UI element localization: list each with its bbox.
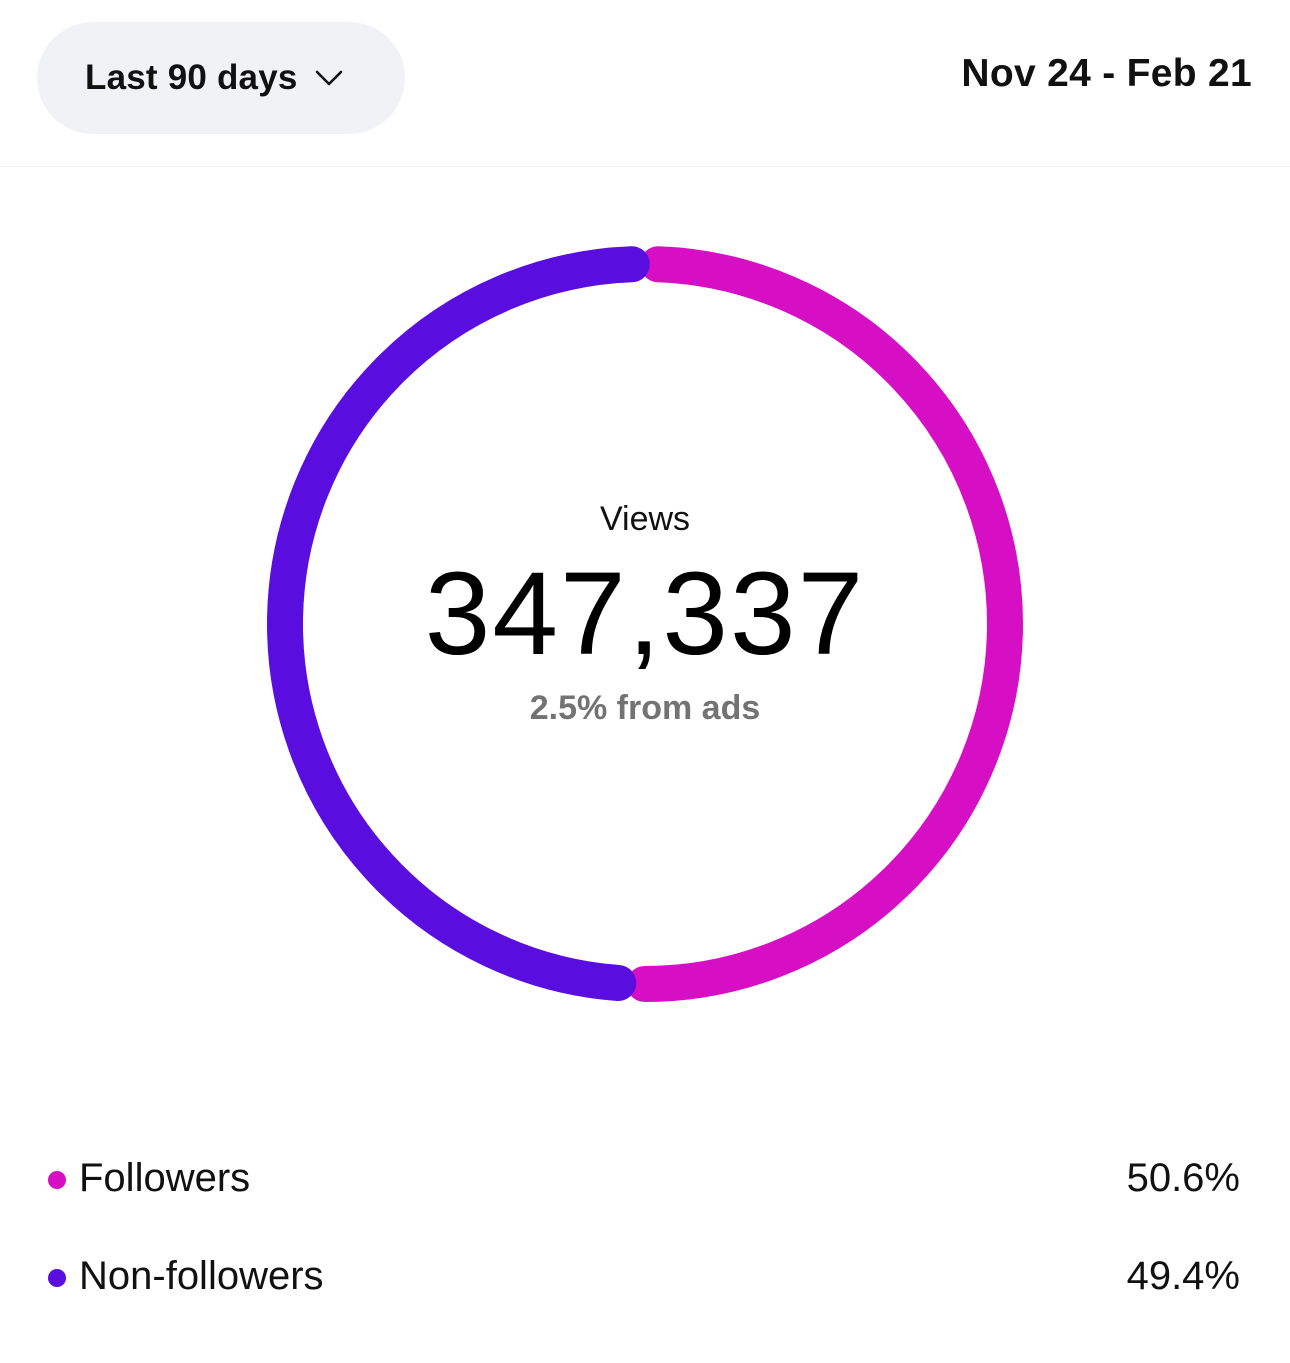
ads-note: 2.5% from ads bbox=[529, 689, 761, 727]
legend-row-followers: Followers 50.6% bbox=[0, 1130, 1290, 1226]
chevron-down-icon bbox=[315, 70, 342, 86]
followers-arc bbox=[626, 246, 1023, 1002]
metric-label: Views bbox=[599, 500, 691, 538]
legend-label: Followers bbox=[79, 1156, 251, 1200]
legend-row-non-followers: Non-followers 49.4% bbox=[0, 1228, 1290, 1324]
non-followers-dot-icon bbox=[48, 1269, 66, 1287]
legend-value: 50.6% bbox=[1126, 1156, 1240, 1200]
followers-dot-icon bbox=[48, 1171, 66, 1189]
date-range-dropdown[interactable]: Last 90 days bbox=[37, 22, 405, 134]
non-followers-arc bbox=[267, 246, 650, 1002]
date-range-text: Nov 24 - Feb 21 bbox=[961, 52, 1252, 95]
donut-center: Views 347,337 2.5% from ads bbox=[345, 496, 945, 730]
header-bar: Last 90 days Nov 24 - Feb 21 bbox=[0, 0, 1290, 167]
date-range-dropdown-label: Last 90 days bbox=[85, 58, 298, 97]
metric-value: 347,337 bbox=[424, 548, 866, 680]
legend-value: 49.4% bbox=[1126, 1254, 1240, 1298]
legend-label: Non-followers bbox=[79, 1254, 324, 1298]
